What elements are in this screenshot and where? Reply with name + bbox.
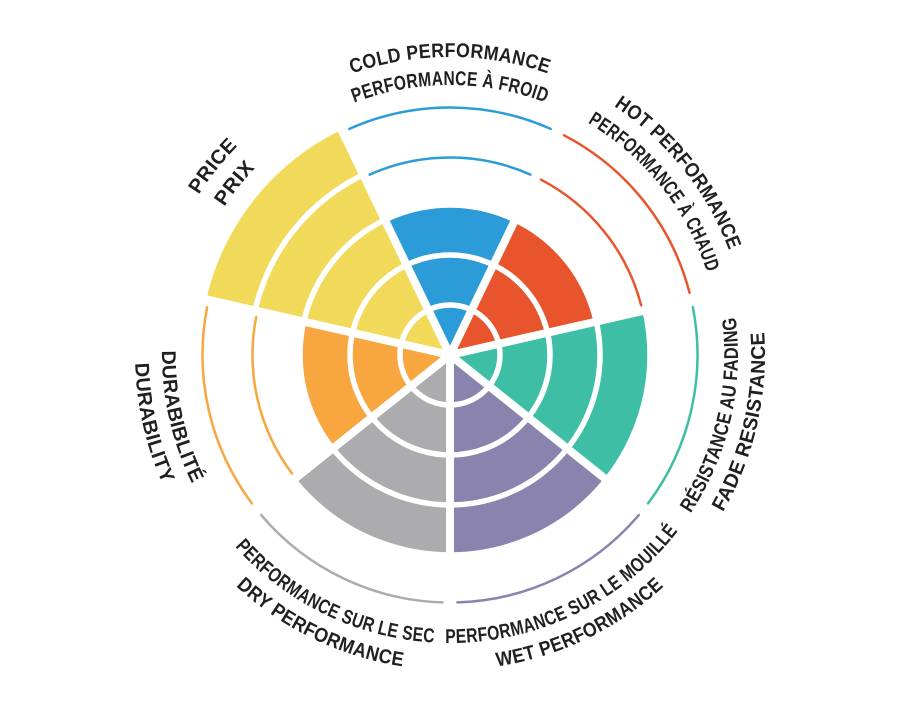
sector-divider-2	[449, 293, 702, 359]
level-arc-hot-performance-4	[539, 178, 643, 307]
level-arc-durability-4	[251, 315, 294, 475]
sector-divider-0	[334, 121, 454, 357]
label-cold-performance-line2: PERFORMANCE À FROID	[348, 68, 551, 107]
sector-divider-6	[198, 293, 451, 359]
sector-divider-3	[447, 351, 654, 519]
level-arc-wet-performance-5	[456, 513, 641, 604]
wedge-dry-performance	[293, 355, 450, 555]
wedge-price	[206, 129, 450, 355]
sector-dividers	[198, 121, 702, 612]
unfilled-level-arcs	[201, 106, 699, 604]
wedge-cold-performance	[384, 204, 516, 355]
wedge-durability	[300, 321, 450, 449]
level-arc-fade-resistance-5	[646, 305, 699, 505]
level-arc-dry-performance-5	[259, 513, 444, 604]
level-arc-durability-5	[201, 305, 254, 505]
sector-divider-1	[446, 121, 566, 357]
sector-divider-5	[246, 351, 453, 519]
label-hot-performance-line1: HOT PERFORMANCE	[611, 92, 745, 252]
wedge-wet-performance	[450, 355, 607, 555]
level-arc-cold-performance-5	[348, 106, 552, 131]
level-arc-hot-performance-5	[562, 134, 691, 294]
level-arc-cold-performance-4	[368, 156, 532, 176]
